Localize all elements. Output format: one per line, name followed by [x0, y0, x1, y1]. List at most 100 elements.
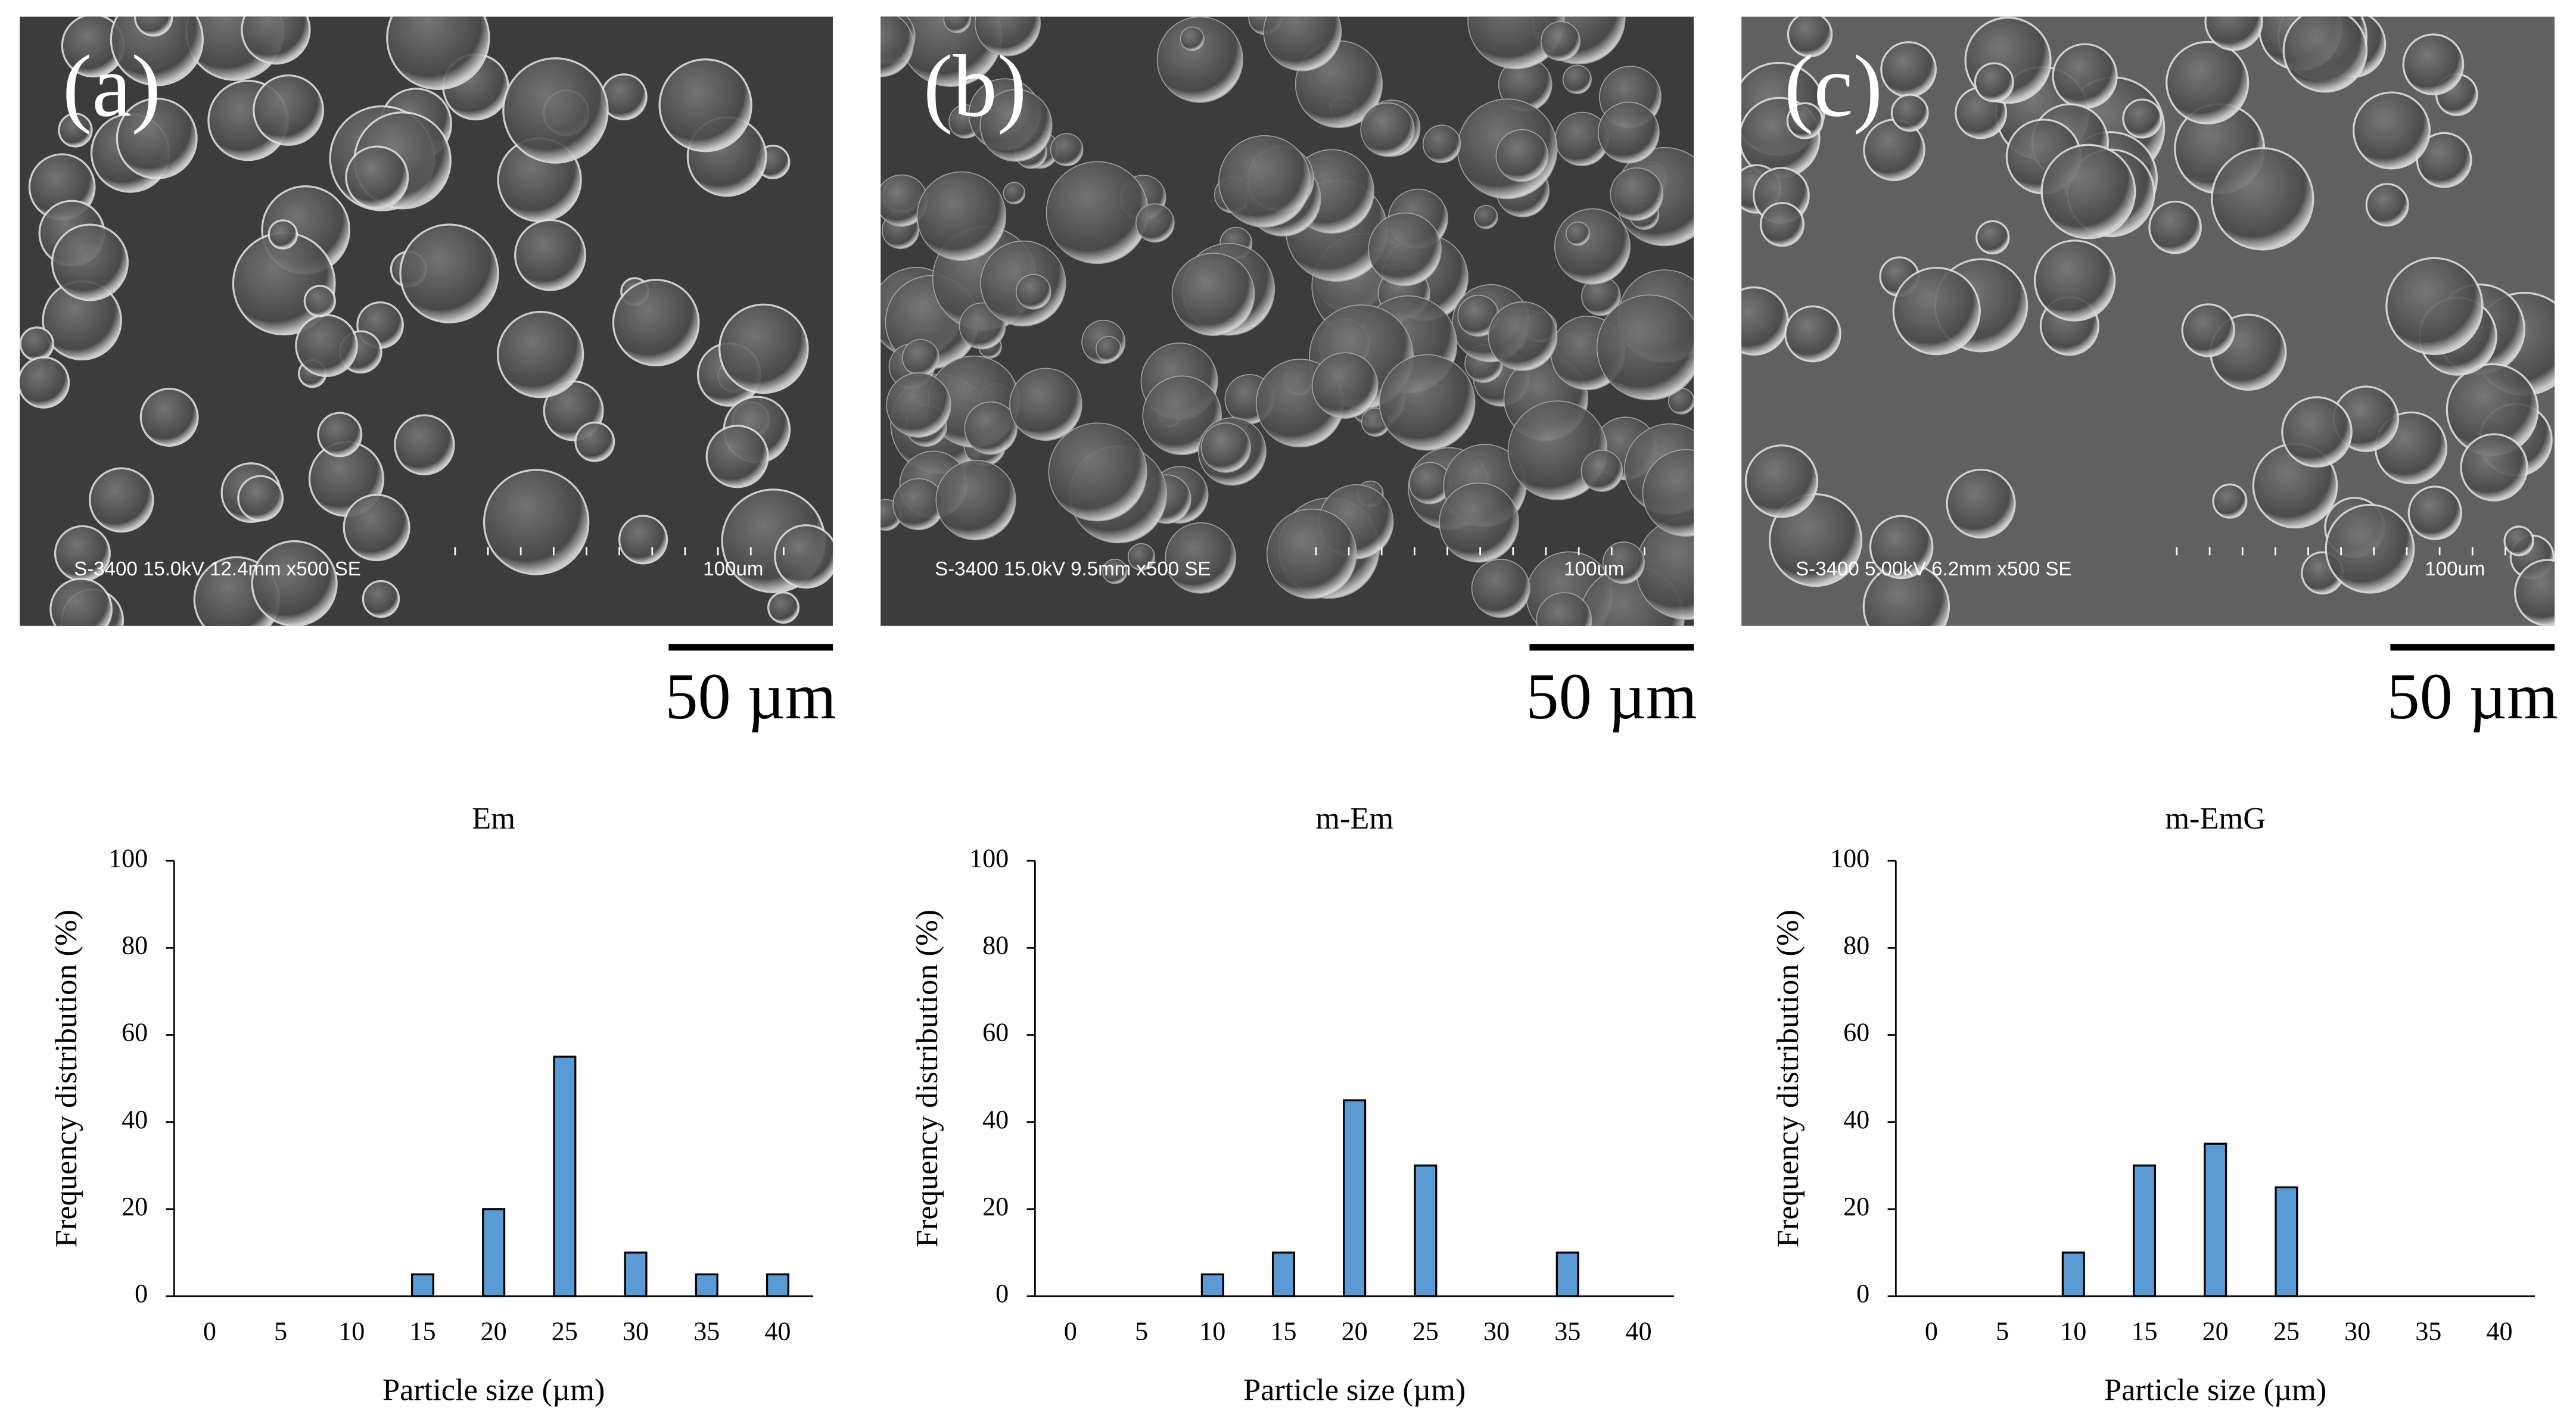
- particle: [295, 314, 358, 377]
- x-tick-label: 10: [1199, 1317, 1225, 1346]
- bar: [695, 1273, 718, 1297]
- particle: [139, 388, 199, 447]
- particle: [241, 16, 311, 65]
- particle: [1368, 212, 1442, 287]
- bar: [766, 1273, 789, 1297]
- micrograph: [881, 16, 1694, 626]
- scale-bar-label: 50 µm: [665, 660, 836, 733]
- particle: [705, 425, 769, 488]
- particle: [267, 219, 298, 250]
- particle: [943, 16, 972, 33]
- particle: [1566, 221, 1591, 246]
- particle: [1610, 167, 1664, 221]
- particle: [1095, 335, 1122, 362]
- particle: [1596, 294, 1694, 400]
- bar: [624, 1251, 648, 1297]
- micrograph-info: S-3400 5.00kV 6.2mm x500 SE: [1796, 558, 2071, 580]
- chart-title: Em: [472, 801, 515, 836]
- particle: [979, 89, 1053, 162]
- particle: [1880, 41, 1937, 98]
- particle: [399, 223, 499, 323]
- bar: [1414, 1165, 1438, 1297]
- particle: [2148, 200, 2202, 254]
- x-tick-label: 35: [693, 1317, 720, 1346]
- y-axis-label: Frequency distribution (%): [1771, 910, 1805, 1247]
- particle: [20, 356, 70, 409]
- particle: [974, 16, 1041, 57]
- y-tick-label: 60: [122, 1018, 148, 1047]
- particle: [881, 16, 914, 77]
- particle: [1046, 161, 1149, 264]
- particle: [1050, 133, 1084, 167]
- micrograph-info: S-3400 15.0kV 9.5mm x500 SE: [935, 558, 1211, 580]
- particle: [774, 524, 833, 589]
- particle: [2402, 33, 2465, 95]
- bar: [553, 1056, 577, 1297]
- particle: [2211, 147, 2314, 251]
- particle: [2407, 485, 2463, 540]
- particle: [394, 414, 455, 475]
- particle: [2460, 433, 2528, 502]
- particle: [1540, 21, 1581, 61]
- particle: [1786, 102, 1824, 139]
- y-tick-label: 40: [982, 1105, 1009, 1134]
- y-tick-label: 40: [122, 1105, 148, 1134]
- y-tick-label: 100: [1830, 843, 1869, 873]
- particle: [51, 223, 129, 301]
- particle: [1602, 541, 1645, 584]
- particle: [1379, 354, 1476, 451]
- particle: [935, 460, 1016, 541]
- bar: [482, 1208, 506, 1297]
- particle: [2033, 239, 2116, 322]
- particle: [1135, 203, 1175, 243]
- particle: [1218, 135, 1311, 228]
- micrograph-info: S-3400 15.0kV 12.4mm x500 SE: [74, 558, 361, 580]
- particle: [1869, 515, 1934, 580]
- particle: [1536, 592, 1592, 626]
- panel-label: (a): [63, 37, 161, 135]
- particle: [2281, 396, 2353, 468]
- chart-title: m-EmG: [2165, 801, 2266, 836]
- particle: [767, 591, 800, 624]
- particle: [514, 219, 586, 291]
- particle: [1200, 422, 1251, 473]
- particle: [1171, 253, 1255, 337]
- bar: [2204, 1142, 2227, 1297]
- micrograph: [20, 16, 833, 626]
- particle: [303, 285, 336, 317]
- particle: [1642, 449, 1694, 537]
- particle: [1048, 422, 1147, 522]
- particle: [1495, 129, 1549, 182]
- particle: [916, 171, 1007, 261]
- particle: [1127, 543, 1155, 571]
- x-tick-label: 40: [1625, 1317, 1651, 1346]
- x-tick-label: 25: [1413, 1317, 1439, 1346]
- particle: [483, 469, 590, 575]
- particle: [658, 58, 752, 152]
- particle: [612, 279, 700, 366]
- y-axis-label: Frequency distribution (%): [49, 910, 83, 1247]
- particle: [1892, 266, 1981, 356]
- y-tick-label: 60: [1843, 1018, 1869, 1047]
- particle: [2204, 16, 2263, 51]
- particle: [1975, 220, 2010, 255]
- y-tick-label: 80: [982, 930, 1009, 960]
- bar: [1555, 1251, 1579, 1297]
- particle: [1156, 16, 1243, 103]
- particle: [1787, 16, 1833, 58]
- particle: [1180, 26, 1205, 51]
- y-tick-label: 20: [1843, 1192, 1869, 1221]
- particle: [58, 113, 93, 148]
- bar: [410, 1273, 435, 1297]
- x-tick-label: 25: [2273, 1317, 2300, 1346]
- y-tick-label: 80: [1843, 930, 1869, 960]
- particle: [89, 467, 154, 533]
- particle: [362, 580, 400, 618]
- bar: [2061, 1251, 2085, 1297]
- bar: [2275, 1186, 2298, 1297]
- particle: [1311, 352, 1379, 419]
- particle: [116, 97, 198, 180]
- particle: [253, 74, 325, 146]
- particle: [1102, 558, 1128, 584]
